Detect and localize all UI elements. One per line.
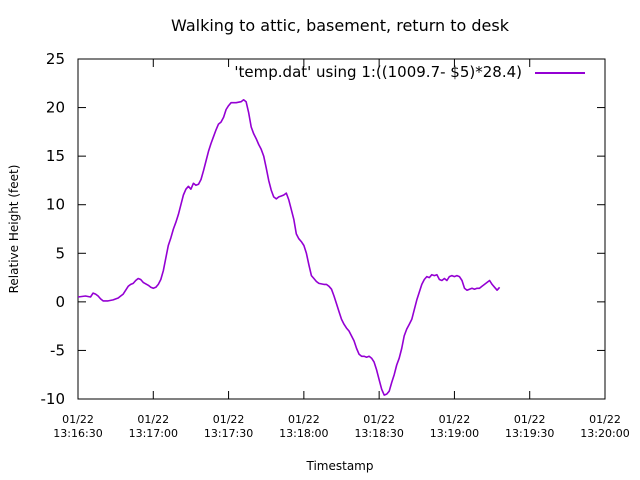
series-layer — [77, 99, 501, 396]
x-tick-date: 01/22 — [363, 413, 395, 426]
y-tick-label: 10 — [46, 196, 65, 214]
y-tick-label: -10 — [41, 390, 66, 408]
y-axis: 25 20 15 10 5 0 -5 -10 — [41, 50, 605, 408]
x-tick-time: 13:18:00 — [279, 427, 328, 440]
legend-label: 'temp.dat' using 1:((1009.7- $5)*28.4) — [234, 63, 522, 81]
y-tick-label: -5 — [50, 341, 65, 359]
x-tick-date: 01/22 — [137, 413, 169, 426]
x-tick-date: 01/22 — [288, 413, 320, 426]
x-tick-date: 01/22 — [439, 413, 471, 426]
x-tick-time: 13:19:30 — [505, 427, 554, 440]
x-axis-label: Timestamp — [306, 459, 374, 473]
x-tick-time: 13:19:00 — [430, 427, 479, 440]
y-axis-label: Relative Height (feet) — [7, 165, 21, 294]
x-tick-date: 01/22 — [589, 413, 621, 426]
x-tick-date: 01/22 — [514, 413, 546, 426]
x-tick-time: 13:20:00 — [580, 427, 629, 440]
plot-frame — [77, 58, 606, 400]
y-tick-label: 15 — [46, 147, 65, 165]
y-tick-label: 0 — [55, 293, 65, 311]
legend: 'temp.dat' using 1:((1009.7- $5)*28.4) — [234, 63, 585, 81]
x-tick-date: 01/22 — [213, 413, 245, 426]
y-tick-label: 25 — [46, 50, 65, 68]
x-axis: 01/2213:16:3001/2213:17:0001/2213:17:300… — [53, 59, 630, 440]
y-tick-label: 5 — [55, 244, 65, 262]
x-tick-time: 13:17:00 — [129, 427, 178, 440]
series-line — [77, 99, 501, 396]
x-tick-time: 13:16:30 — [53, 427, 102, 440]
x-tick-time: 13:17:30 — [204, 427, 253, 440]
y-tick-label: 20 — [46, 99, 65, 117]
chart-title: Walking to attic, basement, return to de… — [171, 16, 510, 35]
x-tick-time: 13:18:30 — [354, 427, 403, 440]
x-tick-date: 01/22 — [62, 413, 94, 426]
